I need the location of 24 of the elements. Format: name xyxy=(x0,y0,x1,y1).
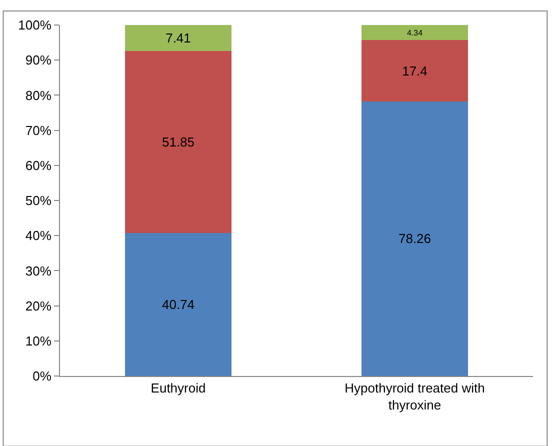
y-tick-label: 70% xyxy=(25,122,52,138)
bar xyxy=(125,51,232,233)
x-tick-label: Euthyroid xyxy=(150,380,206,396)
data-label: 40.74 xyxy=(162,297,195,312)
y-tick-label: 60% xyxy=(25,158,52,173)
y-tick-label: 90% xyxy=(25,52,52,68)
data-label: 17.4 xyxy=(402,63,428,78)
y-tick-label: 20% xyxy=(25,298,52,314)
y-tick-label: 40% xyxy=(25,228,52,244)
y-tick-label: 80% xyxy=(25,88,52,103)
data-label: 51.85 xyxy=(162,134,195,150)
y-tick-label: 0% xyxy=(32,368,52,384)
bar xyxy=(362,101,468,376)
bar xyxy=(125,25,232,52)
y-tick-label: 50% xyxy=(25,193,52,208)
y-tick-label: 100% xyxy=(18,18,52,33)
bar xyxy=(125,233,232,376)
x-tick-label: Hypothyroid treated with thyroxine xyxy=(344,380,485,412)
bar xyxy=(362,25,468,40)
data-label: 7.41 xyxy=(166,30,191,46)
y-tick-label: 10% xyxy=(25,333,52,348)
bar xyxy=(362,40,468,102)
data-label: 78.26 xyxy=(398,231,432,246)
y-tick-label: 30% xyxy=(25,263,52,278)
